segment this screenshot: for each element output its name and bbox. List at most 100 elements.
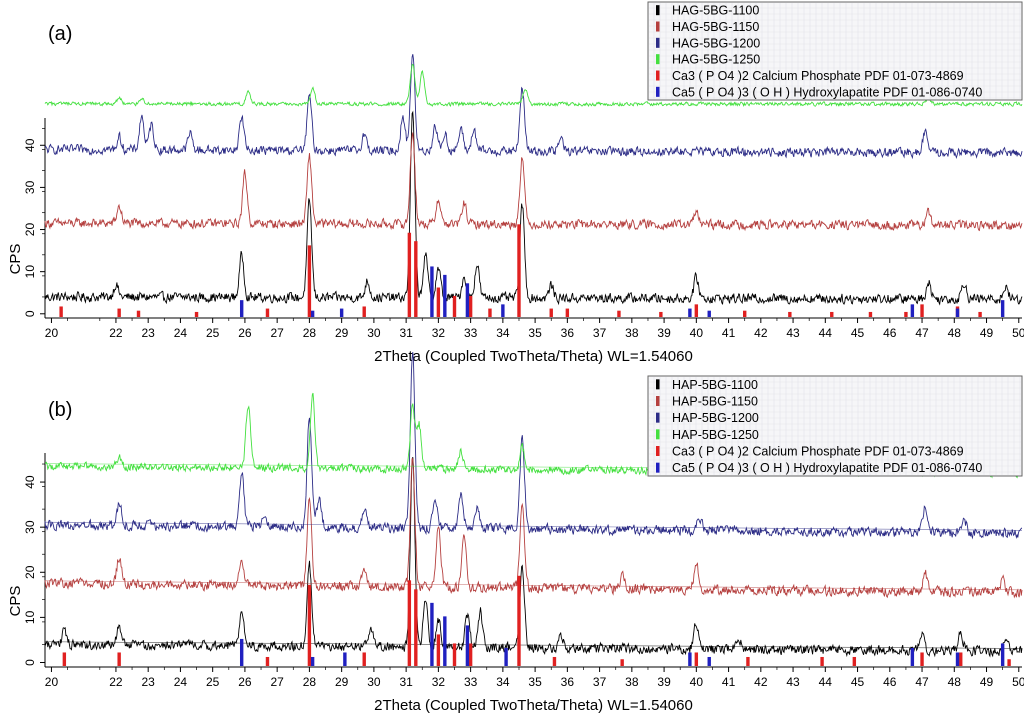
legend-swatch	[656, 396, 660, 406]
x-tick-label: 28	[303, 326, 317, 340]
series-line-HAP-5BG-1150	[44, 458, 1023, 599]
reference-stick	[552, 656, 557, 666]
reference-stick	[955, 308, 960, 317]
x-tick-label: 26	[238, 675, 252, 689]
x-tick-label: 40	[690, 675, 704, 689]
x-tick-label: 50	[1012, 675, 1024, 689]
x-tick-label: 29	[335, 675, 349, 689]
reference-stick	[468, 643, 473, 666]
reference-stick	[452, 295, 457, 317]
reference-stick	[868, 311, 873, 317]
x-tick-label: 26	[238, 326, 252, 340]
reference-stick	[910, 647, 915, 666]
x-tick-label: 46	[883, 675, 897, 689]
x-tick-label: 28	[303, 675, 317, 689]
x-tick-label: 22	[109, 326, 123, 340]
y-tick-label: 30	[23, 180, 37, 194]
x-tick-label: 24	[174, 326, 188, 340]
x-tick-label: 37	[593, 675, 607, 689]
x-tick-labels: 20 22 23 24 25 26 27 28 29 30 31 32 33 34 35 36 37 38 39 40…	[45, 318, 1024, 340]
reference-stick	[620, 659, 624, 666]
x-tick-label: 34	[496, 326, 510, 340]
reference-stick	[694, 652, 699, 666]
x-tick-label: 29	[335, 326, 349, 340]
reference-stick	[1000, 300, 1005, 317]
reference-stick	[565, 308, 570, 317]
reference-stick	[920, 652, 924, 666]
x-tick-label: 39	[657, 326, 671, 340]
reference-stick	[659, 311, 663, 317]
reference-stick	[430, 266, 434, 317]
y-tick-label: 10	[23, 610, 37, 624]
reference-stick	[62, 652, 67, 666]
x-tick-label: 43	[786, 675, 800, 689]
series-traces	[44, 352, 1023, 658]
x-tick-label: 45	[851, 326, 865, 340]
reference-stick	[239, 300, 244, 317]
reference-stick	[59, 306, 63, 317]
reference-stick	[504, 647, 508, 666]
reference-stick	[788, 311, 792, 317]
x-tick-label: 38	[625, 326, 639, 340]
reference-stick	[443, 616, 447, 666]
legend-entry: HAP-5BG-1100	[672, 378, 758, 392]
reference-stick	[362, 652, 366, 666]
reference-stick	[688, 308, 692, 317]
series-baseline	[44, 641, 1023, 649]
x-tick-label: 41	[722, 326, 736, 340]
series-traces	[44, 54, 1023, 306]
series-line-HAG-5BG-1150	[44, 132, 1023, 232]
reference-stick	[452, 643, 457, 666]
x-tick-label: 25	[206, 326, 220, 340]
x-tick-label: 41	[722, 675, 736, 689]
legend-entry: HAG-5BG-1150	[672, 20, 759, 34]
legend-entry: HAG-5BG-1250	[672, 53, 760, 67]
legend-entry: HAP-5BG-1250	[672, 428, 759, 442]
y-tick-labels: 0 10 20 30 40	[23, 128, 45, 317]
x-tick-label: 48	[948, 675, 962, 689]
xrd-panel-b: 20 22 23 24 25 26 27 28 29 30 31 32 33 34 35 36 37 38 39 40…	[7, 352, 1024, 714]
reference-stick	[617, 310, 621, 317]
reference-stick	[310, 310, 315, 317]
x-tick-label: 36	[561, 326, 575, 340]
series-line-HAG-5BG-1200	[44, 54, 1023, 160]
legend-entry: HAG-5BG-1100	[672, 4, 759, 18]
x-tick-label: 23	[142, 675, 156, 689]
x-tick-label: 35	[528, 675, 542, 689]
reference-sticks	[62, 575, 1011, 666]
reference-stick	[339, 308, 344, 317]
reference-stick	[920, 304, 924, 317]
x-tick-label: 44	[819, 675, 833, 689]
x-tick-label: 34	[496, 675, 510, 689]
x-tick-label: 30	[367, 675, 381, 689]
xrd-panel-a: 20 22 23 24 25 26 27 28 29 30 31 32 33 34 35 36 37 38 39 40…	[7, 1, 1024, 365]
panel-label-a: (a)	[48, 23, 72, 45]
x-tick-label: 45	[851, 675, 865, 689]
series-line-HAG-5BG-1100	[44, 110, 1023, 306]
x-tick-label: 36	[561, 675, 575, 689]
reference-stick	[465, 283, 470, 317]
x-tick-label: 32	[432, 326, 446, 340]
reference-stick	[310, 656, 315, 666]
reference-stick	[688, 652, 692, 666]
x-tick-label: 22	[109, 675, 123, 689]
x-tick-labels: 20 22 23 24 25 26 27 28 29 30 31 32 33 34 35 36 37 38 39 40…	[45, 667, 1024, 689]
y-axis-label: CPS	[7, 244, 24, 275]
series-line-HAP-5BG-1200	[44, 352, 1023, 540]
legend-swatch	[656, 429, 660, 440]
legend-swatch	[656, 462, 660, 473]
reference-stick	[343, 652, 347, 666]
reference-stick	[307, 245, 312, 317]
y-tick-label: 40	[23, 138, 37, 152]
reference-stick	[830, 311, 834, 317]
series-line-HAG-5BG-1250	[44, 63, 1023, 108]
x-tick-label: 44	[819, 326, 833, 340]
reference-stick	[488, 308, 492, 317]
y-tick-label: 0	[23, 310, 37, 317]
reference-stick	[414, 589, 418, 666]
legend-entry: Ca5 ( P O4 )3 ( O H ) Hydroxylapatite PD…	[672, 85, 982, 99]
reference-stick	[117, 308, 121, 317]
reference-stick	[1000, 643, 1005, 666]
x-tick-label: 49	[980, 326, 994, 340]
